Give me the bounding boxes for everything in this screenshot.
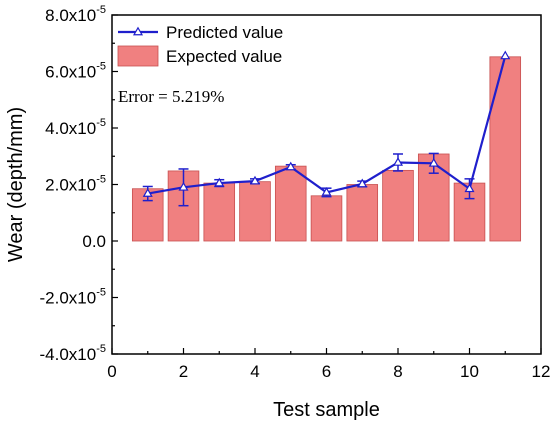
bar-expected-5 <box>274 165 307 242</box>
x-tick-label-2: 2 <box>179 362 188 381</box>
predicted-marker-8 <box>392 157 404 166</box>
bar-expected-11 <box>489 56 522 242</box>
error-annotation: Error = 5.219% <box>118 87 224 106</box>
x-tick-label-0: 0 <box>107 362 116 381</box>
legend-expected-label: Expected value <box>166 47 282 66</box>
legend-predicted-label: Predicted value <box>166 23 283 42</box>
predicted-marker-11 <box>500 50 511 60</box>
predicted-line <box>147 55 507 195</box>
x-tick-label-4: 4 <box>250 362 259 381</box>
x-tick-label-8: 8 <box>393 362 402 381</box>
predicted-marker-4 <box>249 175 261 185</box>
bar-expected-6 <box>310 195 343 242</box>
legend-expected-swatch <box>117 45 159 67</box>
predicted-marker-2 <box>178 181 189 191</box>
x-axis-title: Test sample <box>273 399 380 421</box>
bar-expected-10 <box>453 182 486 242</box>
y-tick-label-3: 2.0x10-5 <box>45 174 106 195</box>
predicted-marker-1 <box>142 188 153 197</box>
bar-expected-7 <box>346 184 379 242</box>
y-tick-label-4: 4.0x10-5 <box>45 117 106 138</box>
y-tick-label-5: 6.0x10-5 <box>45 61 106 82</box>
bar-expected-4 <box>239 181 271 242</box>
legend-predicted-marker <box>132 26 144 36</box>
predicted-marker-5 <box>285 161 296 171</box>
x-tick-label-12: 12 <box>532 362 550 381</box>
y-tick-label-1: -2.0x10-5 <box>40 287 106 308</box>
y-tick-label-6: 8.0x10-5 <box>45 4 106 25</box>
predicted-marker-10 <box>464 183 475 193</box>
bar-expected-8 <box>382 169 414 242</box>
y-tick-label-0: -4.0x10-5 <box>40 343 106 364</box>
predicted-marker-7 <box>357 178 368 188</box>
x-tick-label-10: 10 <box>460 362 479 381</box>
predicted-marker-6 <box>321 187 332 196</box>
y-axis-title: Wear (depth/mm) <box>5 107 27 262</box>
x-tick-label-6: 6 <box>322 362 331 381</box>
bar-expected-3 <box>203 182 236 242</box>
predicted-marker-9 <box>428 157 439 167</box>
y-tick-label-2: 0.0 <box>82 232 106 251</box>
predicted-marker-3 <box>214 177 225 187</box>
